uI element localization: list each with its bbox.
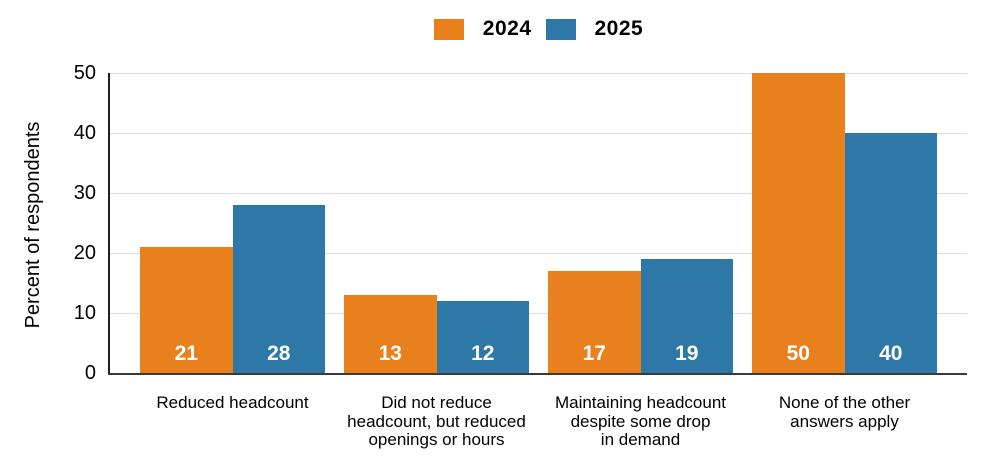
category-label-3: Maintaining headcount despite some drop … xyxy=(554,393,727,449)
bar-value-label: 21 xyxy=(174,342,198,365)
category-label-4: None of the other answers apply xyxy=(778,393,911,431)
y-axis-line xyxy=(108,73,110,375)
bar-2024-group1: 21 xyxy=(140,247,233,373)
bar-2025-group4: 40 xyxy=(844,133,937,373)
bar-value-label: 13 xyxy=(378,342,402,365)
legend: 2024 2025 xyxy=(110,17,967,41)
bar-2025-group3: 19 xyxy=(640,259,733,373)
gridline-10 xyxy=(110,313,967,314)
legend-item-2025: 2025 xyxy=(545,17,644,41)
y-tick-label-50: 50 xyxy=(73,62,96,84)
gridline-30 xyxy=(110,193,967,194)
bar-2024-group3: 17 xyxy=(548,271,641,373)
bar-value-label: 40 xyxy=(879,342,903,365)
y-tick-label-30: 30 xyxy=(73,182,96,204)
y-tick-label-40: 40 xyxy=(73,122,96,144)
bar-value-label: 17 xyxy=(582,342,606,365)
bar-value-label: 19 xyxy=(675,342,699,365)
bar-2025-group2: 12 xyxy=(436,301,529,373)
x-axis-line xyxy=(108,373,967,375)
y-tick-label-20: 20 xyxy=(73,242,96,264)
legend-label-2025: 2025 xyxy=(594,17,644,40)
legend-item-2024: 2024 xyxy=(433,17,532,41)
bar-value-label: 12 xyxy=(471,342,495,365)
gridline-20 xyxy=(110,253,967,254)
legend-swatch-2024-icon xyxy=(433,18,464,40)
y-tick-label-0: 0 xyxy=(84,362,96,384)
category-label-1: Reduced headcount xyxy=(156,393,309,412)
legend-label-2024: 2024 xyxy=(482,17,532,40)
legend-swatch-2025-icon xyxy=(545,18,576,40)
y-tick-label-10: 10 xyxy=(73,302,96,324)
bar-2024-group2: 13 xyxy=(344,295,437,373)
gridline-40 xyxy=(110,133,967,134)
bar-value-label: 50 xyxy=(786,342,810,365)
plot-area: 21 28 13 12 17 19 50 40 xyxy=(108,73,967,375)
gridline-50 xyxy=(110,73,967,74)
bar-value-label: 28 xyxy=(267,342,291,365)
category-label-2: Did not reduce headcount, but reduced op… xyxy=(347,393,526,449)
bar-2025-group1: 28 xyxy=(232,205,325,373)
bar-2024-group4: 50 xyxy=(752,73,845,373)
